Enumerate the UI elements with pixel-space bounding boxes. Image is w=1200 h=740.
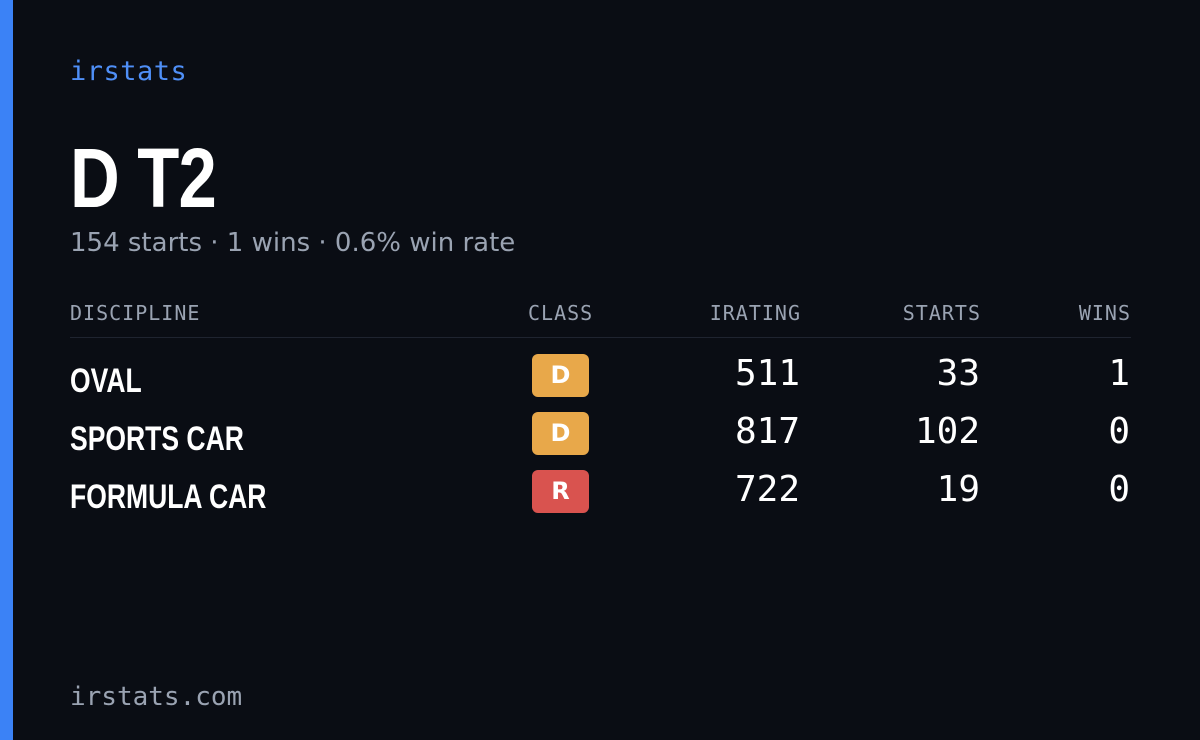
irating-value: 511 (734, 353, 800, 394)
class-badge: D (532, 354, 589, 397)
brand-logo: irstats (70, 56, 188, 87)
summary-line: 154 starts · 1 wins · 0.6% win rate (70, 228, 515, 258)
starts-value: 33 (936, 353, 980, 394)
summary-separator: · (202, 228, 227, 258)
header-wins: WINS (1078, 301, 1131, 325)
summary-starts: 154 starts (70, 228, 202, 258)
discipline-label: FORMULA CAR (70, 478, 267, 516)
header-starts: STARTS (902, 301, 981, 325)
table-header: DISCIPLINE CLASS IRATING STARTS WINS (70, 298, 1131, 338)
irating-value: 817 (734, 411, 800, 452)
discipline-label: SPORTS CAR (70, 420, 244, 458)
starts-value: 102 (914, 411, 980, 452)
summary-separator: · (310, 228, 335, 258)
wins-value: 0 (1108, 411, 1130, 452)
summary-win-rate: 0.6% win rate (334, 228, 516, 258)
header-discipline: DISCIPLINE (70, 301, 201, 325)
header-class: CLASS (528, 301, 594, 325)
starts-value: 19 (936, 469, 980, 510)
driver-name: D T2 (70, 131, 217, 225)
class-badge: R (532, 470, 589, 513)
header-irating: IRATING (709, 301, 801, 325)
discipline-label: OVAL (70, 362, 142, 400)
wins-value: 1 (1108, 353, 1130, 394)
table-row: OVAL D 511 33 1 (70, 354, 1131, 404)
class-badge: D (532, 412, 589, 455)
summary-wins: 1 wins (226, 228, 311, 258)
footer-url: irstats.com (70, 682, 243, 712)
irating-value: 722 (734, 469, 800, 510)
table-row: FORMULA CAR R 722 19 0 (70, 470, 1131, 520)
discipline-table: DISCIPLINE CLASS IRATING STARTS WINS OVA… (70, 298, 1131, 514)
wins-value: 0 (1108, 469, 1130, 510)
accent-bar (0, 0, 13, 740)
table-row: SPORTS CAR D 817 102 0 (70, 412, 1131, 462)
